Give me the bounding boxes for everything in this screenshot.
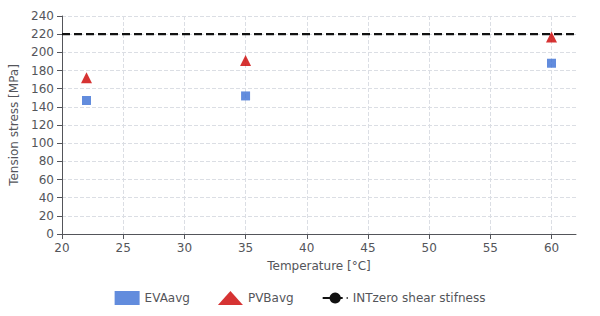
svg-text:30: 30 xyxy=(177,241,192,255)
svg-text:0: 0 xyxy=(46,227,54,241)
svg-text:60: 60 xyxy=(544,241,559,255)
svg-text:Tension stress [MPa]: Tension stress [MPa] xyxy=(7,64,21,187)
svg-text:PVBavg: PVBavg xyxy=(248,291,294,305)
svg-text:160: 160 xyxy=(31,82,54,96)
svg-text:180: 180 xyxy=(31,64,54,78)
svg-text:120: 120 xyxy=(31,118,54,132)
svg-text:50: 50 xyxy=(422,241,437,255)
svg-text:40: 40 xyxy=(39,191,54,205)
svg-text:45: 45 xyxy=(360,241,375,255)
svg-text:140: 140 xyxy=(31,100,54,114)
svg-text:35: 35 xyxy=(238,241,253,255)
svg-text:220: 220 xyxy=(31,27,54,41)
svg-text:20: 20 xyxy=(54,241,69,255)
svg-text:25: 25 xyxy=(116,241,131,255)
svg-text:200: 200 xyxy=(31,45,54,59)
svg-text:EVAavg: EVAavg xyxy=(145,291,190,305)
svg-text:40: 40 xyxy=(299,241,314,255)
svg-text:240: 240 xyxy=(31,9,54,23)
svg-text:80: 80 xyxy=(39,154,54,168)
svg-text:100: 100 xyxy=(31,136,54,150)
svg-text:60: 60 xyxy=(39,173,54,187)
svg-text:20: 20 xyxy=(39,209,54,223)
svg-text:Temperature [°C]: Temperature [°C] xyxy=(266,259,371,273)
svg-text:INTzero shear stifness: INTzero shear stifness xyxy=(353,291,486,305)
svg-text:55: 55 xyxy=(483,241,498,255)
